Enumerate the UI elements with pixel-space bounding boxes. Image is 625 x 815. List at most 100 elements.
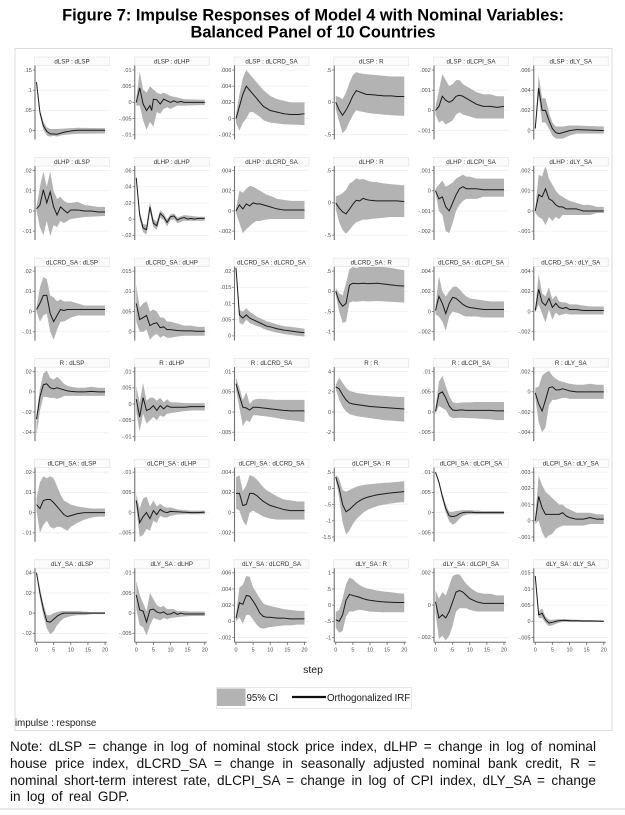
svg-text:.002: .002	[420, 571, 431, 577]
svg-text:dLCPI_SA : dLY_SA: dLCPI_SA : dLY_SA	[543, 461, 600, 468]
svg-text:Figure 7: Impulse Responses of: Figure 7: Impulse Responses of Model 4 w…	[62, 7, 564, 25]
svg-text:dLCPI_SA : dLCPI_SA: dLCPI_SA : dLCPI_SA	[440, 461, 503, 468]
svg-text:-.001: -.001	[418, 209, 431, 215]
svg-text:dLSP : dLY_SA: dLSP : dLY_SA	[550, 58, 593, 65]
svg-text:-.5: -.5	[325, 619, 331, 625]
svg-text:-.01: -.01	[22, 229, 31, 235]
svg-text:0: 0	[328, 100, 331, 106]
svg-text:0: 0	[228, 116, 231, 122]
svg-text:-1: -1	[326, 635, 331, 641]
svg-text:.002: .002	[520, 369, 531, 375]
svg-text:.015: .015	[121, 269, 132, 275]
svg-text:-.002: -.002	[418, 229, 431, 235]
svg-text:4: 4	[328, 369, 331, 375]
svg-text:0: 0	[29, 611, 32, 617]
svg-text:0: 0	[428, 309, 431, 315]
svg-text:0: 0	[128, 330, 131, 336]
svg-text:.5: .5	[326, 269, 331, 275]
svg-text:.5: .5	[326, 587, 331, 593]
svg-text:.002: .002	[520, 486, 531, 492]
svg-text:.5: .5	[326, 68, 331, 74]
svg-text:-1.5: -1.5	[322, 535, 331, 541]
svg-text:R : dLCPI_SA: R : dLCPI_SA	[452, 360, 491, 367]
svg-text:5: 5	[451, 647, 454, 653]
svg-text:0: 0	[234, 647, 237, 653]
svg-text:.01: .01	[124, 369, 132, 375]
svg-text:2: 2	[328, 390, 331, 396]
svg-text:-.002: -.002	[418, 635, 431, 641]
svg-text:-.5: -.5	[325, 309, 331, 315]
svg-text:-.001: -.001	[418, 128, 431, 134]
svg-text:-.002: -.002	[219, 229, 232, 235]
svg-text:0: 0	[328, 603, 331, 609]
svg-text:0: 0	[328, 410, 331, 416]
svg-text:.002: .002	[420, 68, 431, 74]
svg-text:0: 0	[228, 619, 231, 625]
svg-text:-.005: -.005	[119, 418, 132, 424]
svg-text:0: 0	[428, 510, 431, 516]
svg-text:0: 0	[29, 390, 32, 396]
svg-text:R : R: R : R	[364, 360, 379, 367]
svg-text:dLHP : dLHP: dLHP : dLHP	[154, 159, 190, 166]
svg-text:.002: .002	[520, 168, 531, 174]
svg-text:-.02: -.02	[122, 233, 131, 239]
svg-text:0: 0	[128, 510, 131, 516]
svg-text:.01: .01	[24, 289, 32, 295]
svg-text:.001: .001	[520, 502, 531, 508]
svg-text:.005: .005	[121, 490, 132, 496]
svg-text:-.002: -.002	[219, 531, 232, 537]
svg-text:dLY_SA : dLCPI_SA: dLY_SA : dLCPI_SA	[443, 561, 500, 568]
svg-text:Balanced Panel of 10 Countries: Balanced Panel of 10 Countries	[190, 24, 435, 42]
svg-text:0: 0	[527, 128, 530, 134]
svg-text:15: 15	[584, 647, 590, 653]
svg-text:0: 0	[35, 647, 38, 653]
svg-text:R : dLHP: R : dLHP	[159, 360, 184, 367]
svg-text:.01: .01	[423, 369, 431, 375]
svg-text:-.01: -.01	[22, 330, 31, 336]
svg-text:R : dLY_SA: R : dLY_SA	[555, 360, 588, 367]
svg-text:-.04: -.04	[22, 430, 31, 436]
svg-text:.015: .015	[520, 571, 531, 577]
svg-text:.002: .002	[221, 100, 232, 106]
svg-text:.15: .15	[24, 68, 32, 74]
svg-text:-.002: -.002	[518, 330, 531, 336]
svg-text:dLCPI_SA : dLCRD_SA: dLCPI_SA : dLCRD_SA	[239, 461, 306, 468]
svg-text:Orthogonalized IRF: Orthogonalized IRF	[327, 693, 410, 704]
svg-text:.01: .01	[523, 587, 531, 593]
svg-text:0: 0	[328, 486, 331, 492]
svg-text:-.005: -.005	[219, 430, 232, 436]
svg-text:.003: .003	[520, 470, 531, 476]
svg-text:0: 0	[328, 289, 331, 295]
svg-text:-1: -1	[326, 519, 331, 525]
svg-text:0: 0	[228, 510, 231, 516]
svg-text:20: 20	[401, 647, 407, 653]
svg-text:20: 20	[301, 647, 307, 653]
svg-text:dLHP : dLSP: dLHP : dLSP	[54, 159, 90, 166]
svg-text:-.002: -.002	[418, 330, 431, 336]
svg-text:15: 15	[484, 647, 490, 653]
svg-text:10: 10	[367, 647, 373, 653]
svg-text:dLY_SA : dLY_SA: dLY_SA : dLY_SA	[546, 561, 596, 568]
svg-text:.002: .002	[221, 603, 232, 609]
svg-text:0: 0	[334, 647, 337, 653]
svg-text:0: 0	[428, 189, 431, 195]
svg-text:.02: .02	[24, 168, 32, 174]
svg-text:.005: .005	[121, 309, 132, 315]
svg-text:dLCRD_SA : dLSP: dLCRD_SA : dLSP	[46, 259, 98, 266]
svg-text:.01: .01	[124, 68, 132, 74]
svg-text:.005: .005	[420, 490, 431, 496]
svg-text:.02: .02	[24, 269, 32, 275]
svg-text:15: 15	[85, 647, 91, 653]
svg-text:-.005: -.005	[418, 430, 431, 436]
svg-text:dLY_SA : R: dLY_SA : R	[355, 561, 387, 568]
svg-text:.006: .006	[520, 68, 531, 74]
svg-text:15: 15	[384, 647, 390, 653]
svg-text:0: 0	[428, 410, 431, 416]
svg-text:dLY_SA : dLHP: dLY_SA : dLHP	[150, 561, 193, 568]
svg-text:.005: .005	[420, 390, 431, 396]
svg-text:-.01: -.01	[22, 531, 31, 537]
svg-text:-.002: -.002	[219, 635, 232, 641]
svg-text:.02: .02	[24, 470, 32, 476]
svg-text:.004: .004	[520, 269, 531, 275]
svg-text:dLCRD_SA : dLY_SA: dLCRD_SA : dLY_SA	[541, 259, 601, 266]
